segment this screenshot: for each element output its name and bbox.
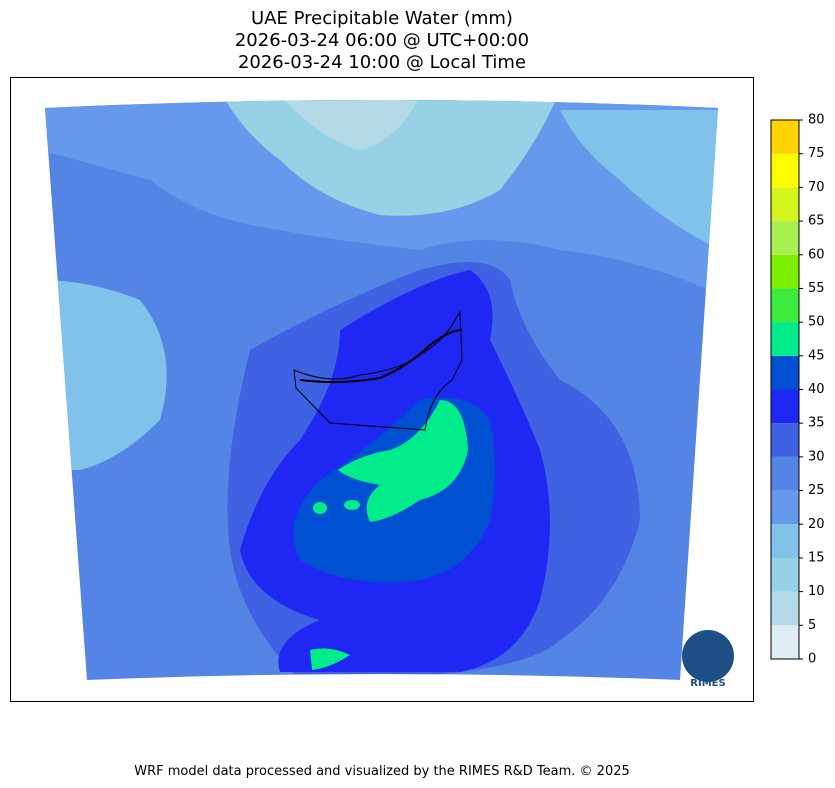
colorbar: 0 5 10 15 20 25 30 35 40 45 50 55 60 65 70 75 80 [770,113,825,667]
colorbar-tick-label: 70 [808,180,825,195]
colorbar-tick-label: 35 [808,416,825,431]
colorbar-band [771,322,799,356]
field-zone [220,100,560,216]
colorbar-tick-label: 0 [808,652,816,667]
country-border [293,310,463,431]
colorbar-band [771,456,799,491]
colorbar-band [771,355,799,390]
colorbar-band [771,221,799,255]
field-zone [560,110,718,250]
field-zone [344,500,360,510]
map: RIMES [45,100,734,689]
colorbar-band [771,120,799,154]
title-line: UAE Precipitable Water (mm) [251,8,513,29]
colorbar-tick-label: 30 [808,449,825,464]
colorbar-tick-label: 45 [808,348,825,363]
field-zone [45,280,167,470]
colorbar-tick-label: 50 [808,315,825,330]
title-line: 2026-03-24 10:00 @ Local Time [238,52,526,73]
colorbar-tick-label: 60 [808,247,825,262]
colorbar-band [771,524,799,558]
field-zone [313,502,327,514]
colorbar-tick-label: 80 [808,113,825,128]
colorbar-band [771,490,799,525]
colorbar-tick-label: 40 [808,382,825,397]
colorbar-tick-label: 65 [808,214,825,229]
field-zone [310,648,350,670]
logo-emblem [682,630,734,682]
colorbar-tick-label: 25 [808,483,825,498]
colorbar-tick-label: 20 [808,517,825,532]
colorbar-band [771,153,799,188]
colorbar-band [771,389,799,424]
colorbar-tick-label: 55 [808,281,825,296]
colorbar-band [771,288,799,323]
coastline [299,329,463,384]
title-line: 2026-03-24 06:00 @ UTC+00:00 [235,30,529,51]
colorbar-tick-label: 15 [808,550,825,565]
colorbar-band [771,591,799,626]
footer: WRF model data processed and visualized … [134,764,630,779]
colorbar-band [771,557,799,592]
colorbar-tick-label: 5 [808,618,816,633]
colorbar-band [771,187,799,222]
colorbar-band [771,625,799,659]
logo-text: RIMES [690,678,725,689]
colorbar-band [771,254,799,289]
colorbar-tick-label: 10 [808,584,825,599]
field-zone [280,100,420,150]
colorbar-band [771,423,799,457]
colorbar-tick-label: 75 [808,146,825,161]
field-zone [338,400,468,522]
